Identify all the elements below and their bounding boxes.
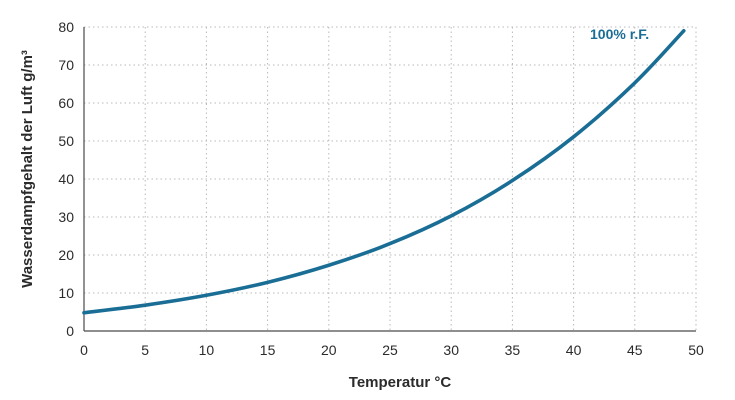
x-tick-label: 10 — [199, 342, 215, 358]
x-tick-label: 35 — [505, 342, 521, 358]
y-tick-labels: 0 10 20 30 40 50 60 70 80 — [58, 19, 74, 339]
x-tick-label: 15 — [260, 342, 276, 358]
y-tick-label: 50 — [58, 133, 74, 149]
y-tick-label: 70 — [58, 57, 74, 73]
x-tick-label: 50 — [688, 342, 704, 358]
y-tick-label: 80 — [58, 19, 74, 35]
x-tick-label: 25 — [382, 342, 398, 358]
series-line-0 — [82, 29, 686, 315]
x-tick-label: 0 — [80, 342, 88, 358]
x-tick-label: 5 — [141, 342, 149, 358]
x-tick-label: 20 — [321, 342, 337, 358]
x-tick-labels: 0 5 10 15 20 25 30 35 40 45 50 — [80, 342, 704, 358]
x-tick-label: 30 — [443, 342, 459, 358]
y-axis-title: Wasserdampfgehalt der Luft g/m³ — [19, 50, 36, 288]
series-label: 100% r.F. — [590, 26, 649, 42]
y-tick-label: 20 — [58, 247, 74, 263]
axes — [83, 27, 696, 332]
y-tick-label: 30 — [58, 209, 74, 225]
series — [82, 29, 686, 315]
y-tick-label: 0 — [66, 323, 74, 339]
y-tick-label: 10 — [58, 285, 74, 301]
y-tick-label: 60 — [58, 95, 74, 111]
x-axis-title: Temperatur °C — [349, 374, 452, 391]
x-tick-label: 45 — [627, 342, 643, 358]
y-tick-label: 40 — [58, 171, 74, 187]
x-tick-label: 40 — [566, 342, 582, 358]
grid — [84, 26, 697, 331]
